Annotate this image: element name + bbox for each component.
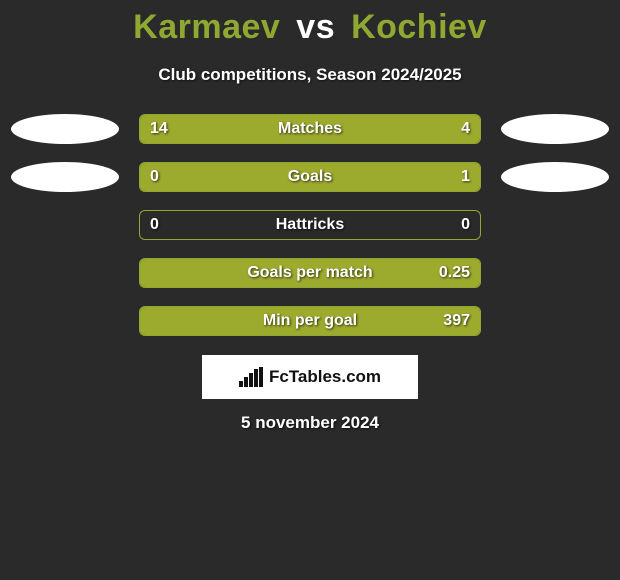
avatar-spacer bbox=[11, 258, 119, 288]
player2-avatar bbox=[501, 162, 609, 192]
date-label: 5 november 2024 bbox=[0, 413, 620, 433]
stat-bar: Min per goal397 bbox=[139, 306, 481, 336]
stat-value-right: 0 bbox=[461, 216, 470, 234]
stat-row: 0Hattricks0 bbox=[0, 209, 620, 241]
stat-row: 0Goals1 bbox=[0, 161, 620, 193]
bar-fill-left bbox=[140, 163, 198, 191]
stat-label: Hattricks bbox=[140, 216, 480, 234]
stats-list: 14Matches4 0Goals1 0Hattricks0 Goals per ma… bbox=[0, 113, 620, 337]
stat-row: Goals per match0.25 bbox=[0, 257, 620, 289]
avatar-spacer bbox=[11, 306, 119, 336]
bar-fill-right bbox=[140, 307, 480, 335]
stat-row: Min per goal397 bbox=[0, 305, 620, 337]
stat-bar: Goals per match0.25 bbox=[139, 258, 481, 288]
bar-fill-left bbox=[140, 115, 395, 143]
title: Karmaev vs Kochiev bbox=[0, 8, 620, 47]
avatar-spacer bbox=[11, 210, 119, 240]
comparison-widget: Karmaev vs Kochiev Club competitions, Se… bbox=[0, 0, 620, 433]
player1-avatar bbox=[11, 162, 119, 192]
bar-fill-right bbox=[198, 163, 480, 191]
stat-bar: 0Goals1 bbox=[139, 162, 481, 192]
stat-bar: 0Hattricks0 bbox=[139, 210, 481, 240]
brand-text: FcTables.com bbox=[269, 367, 381, 387]
player1-name: Karmaev bbox=[133, 8, 280, 46]
brand-badge[interactable]: FcTables.com bbox=[202, 355, 418, 399]
player2-name: Kochiev bbox=[351, 8, 487, 46]
vs-label: vs bbox=[296, 8, 335, 46]
subtitle: Club competitions, Season 2024/2025 bbox=[0, 65, 620, 85]
stat-value-left: 0 bbox=[150, 216, 159, 234]
bar-chart-icon bbox=[239, 367, 265, 387]
avatar-spacer bbox=[501, 306, 609, 336]
stat-bar: 14Matches4 bbox=[139, 114, 481, 144]
player2-avatar bbox=[501, 114, 609, 144]
avatar-spacer bbox=[501, 210, 609, 240]
avatar-spacer bbox=[501, 258, 609, 288]
player1-avatar bbox=[11, 114, 119, 144]
bar-fill-right bbox=[140, 259, 480, 287]
stat-row: 14Matches4 bbox=[0, 113, 620, 145]
bar-fill-right bbox=[395, 115, 480, 143]
